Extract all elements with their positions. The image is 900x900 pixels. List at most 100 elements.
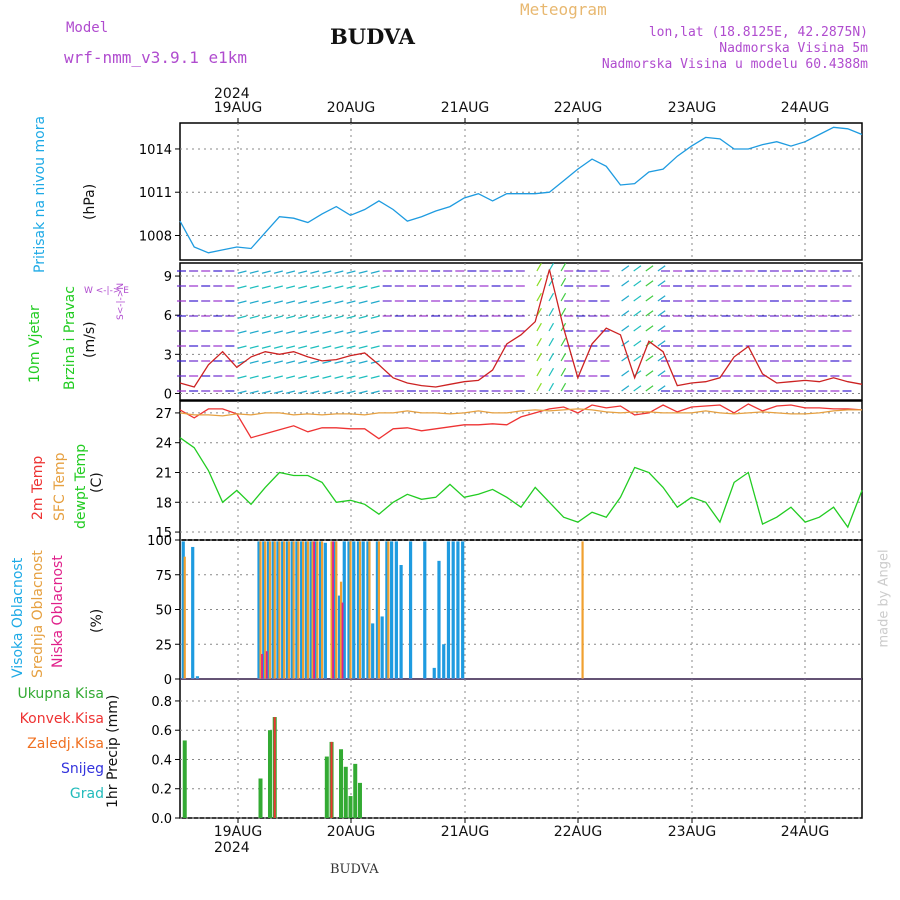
year-bottom: 2024 [214,840,250,856]
cloud-bar [320,541,324,679]
y-tick-label: 25 [155,638,172,653]
wind-arrow [334,390,344,394]
cloud-bar [408,541,413,679]
wind-arrow [310,270,320,274]
wind-arrow [370,330,380,334]
wind-arrow [621,325,630,332]
wind-arrow [286,345,296,349]
wind-arrow [261,285,271,289]
cloud-bar [442,644,446,679]
wind-arrow [645,295,654,302]
cloud-bar [262,541,266,679]
y-tick-label: 0.6 [151,724,172,739]
cloud-bar [257,541,261,679]
wind-arrow [560,382,567,392]
wind-arrow [621,340,630,347]
y-tick-label: 1014 [139,143,172,158]
wind-arrow [358,360,368,364]
precip-bar [267,730,272,818]
wind-arrow [273,300,283,304]
wind-arrow [536,277,542,287]
wind-arrow [298,300,308,304]
wind-arrow [334,330,344,334]
y-tick-label: 50 [155,604,172,619]
cloud-bar [456,541,460,679]
cloud-bar [268,541,272,679]
y-tick-label: 0.4 [151,753,172,768]
wind-arrow [286,330,296,334]
cloud-bar [394,541,398,679]
wind-arrow [237,375,247,379]
wind-arrow [370,270,380,274]
wind-arrow [370,315,380,319]
wind-arrow [249,330,259,334]
legend-snow: Snijeg [60,761,104,777]
cloud-bar [335,541,338,679]
y-tick-label: 0 [164,673,172,688]
y-tick-label: 1011 [139,186,172,201]
wind-arrow [548,322,555,332]
wind-arrow [261,270,271,274]
y-tick-label: 0.0 [151,812,172,827]
wind-arrow [310,390,320,394]
wind-arrow [237,315,247,319]
cloud-bar [423,541,427,679]
wind-arrow [346,300,356,304]
wind-arrow [560,262,567,272]
panel-frame [179,400,863,541]
wind-arrow [273,315,283,319]
temp-line-2 [179,437,863,529]
wind-arrow [657,370,666,377]
precip-bar [324,756,329,818]
wind-arrow [633,310,642,317]
wind-arrow [273,270,283,274]
wind-arrow [645,310,654,317]
wind-arrow [633,265,642,272]
wind-arrow [548,337,555,347]
cloud-bar [318,541,323,679]
wind-arrow [334,375,344,379]
wind-arrow [548,352,555,362]
wind-arrow [273,360,283,364]
day-label: 24AUG [780,824,830,840]
cloud-bar [399,565,403,679]
wind-arrow [657,280,666,287]
wind-arrow [645,355,654,362]
cloud-bar [302,541,305,679]
wind-arrow [261,330,271,334]
precip-bar [353,763,358,818]
wind-arrow [548,292,555,302]
cloud-bar [461,541,465,679]
day-label: 22AUG [553,824,603,840]
wind-arrow [536,367,542,377]
wind-arrow [560,307,567,317]
cloud-bar [387,541,390,679]
wind-arrow [358,375,368,379]
cloud-bar [281,541,285,679]
cloud-bar [290,541,294,679]
cloud-bar [333,541,337,679]
day-label: 23AUG [667,100,717,116]
wind-arrow [334,270,344,274]
wind-arrow [261,315,271,319]
wind-arrow [657,265,666,272]
cloud-bar [265,651,268,679]
cloud-bar [352,541,356,679]
wind-arrow [657,310,666,317]
y-tick-label: 27 [155,407,172,422]
year-top: 2024 [214,86,250,102]
wind-arrow [322,315,332,319]
precip-bar [330,741,333,818]
wind-arrow [657,295,666,302]
wind-arrow [261,345,271,349]
cloud-bar [581,541,584,679]
wind-arrow [657,325,666,332]
precip-bar [348,796,353,818]
cloud-bar [390,541,394,679]
cloud-bar [323,542,327,679]
y-tick-label: 75 [155,569,172,584]
wind-arrow [633,325,642,332]
day-label: 19AUG [213,100,263,116]
cloud-bar [313,541,316,679]
wind-arrow [334,345,344,349]
